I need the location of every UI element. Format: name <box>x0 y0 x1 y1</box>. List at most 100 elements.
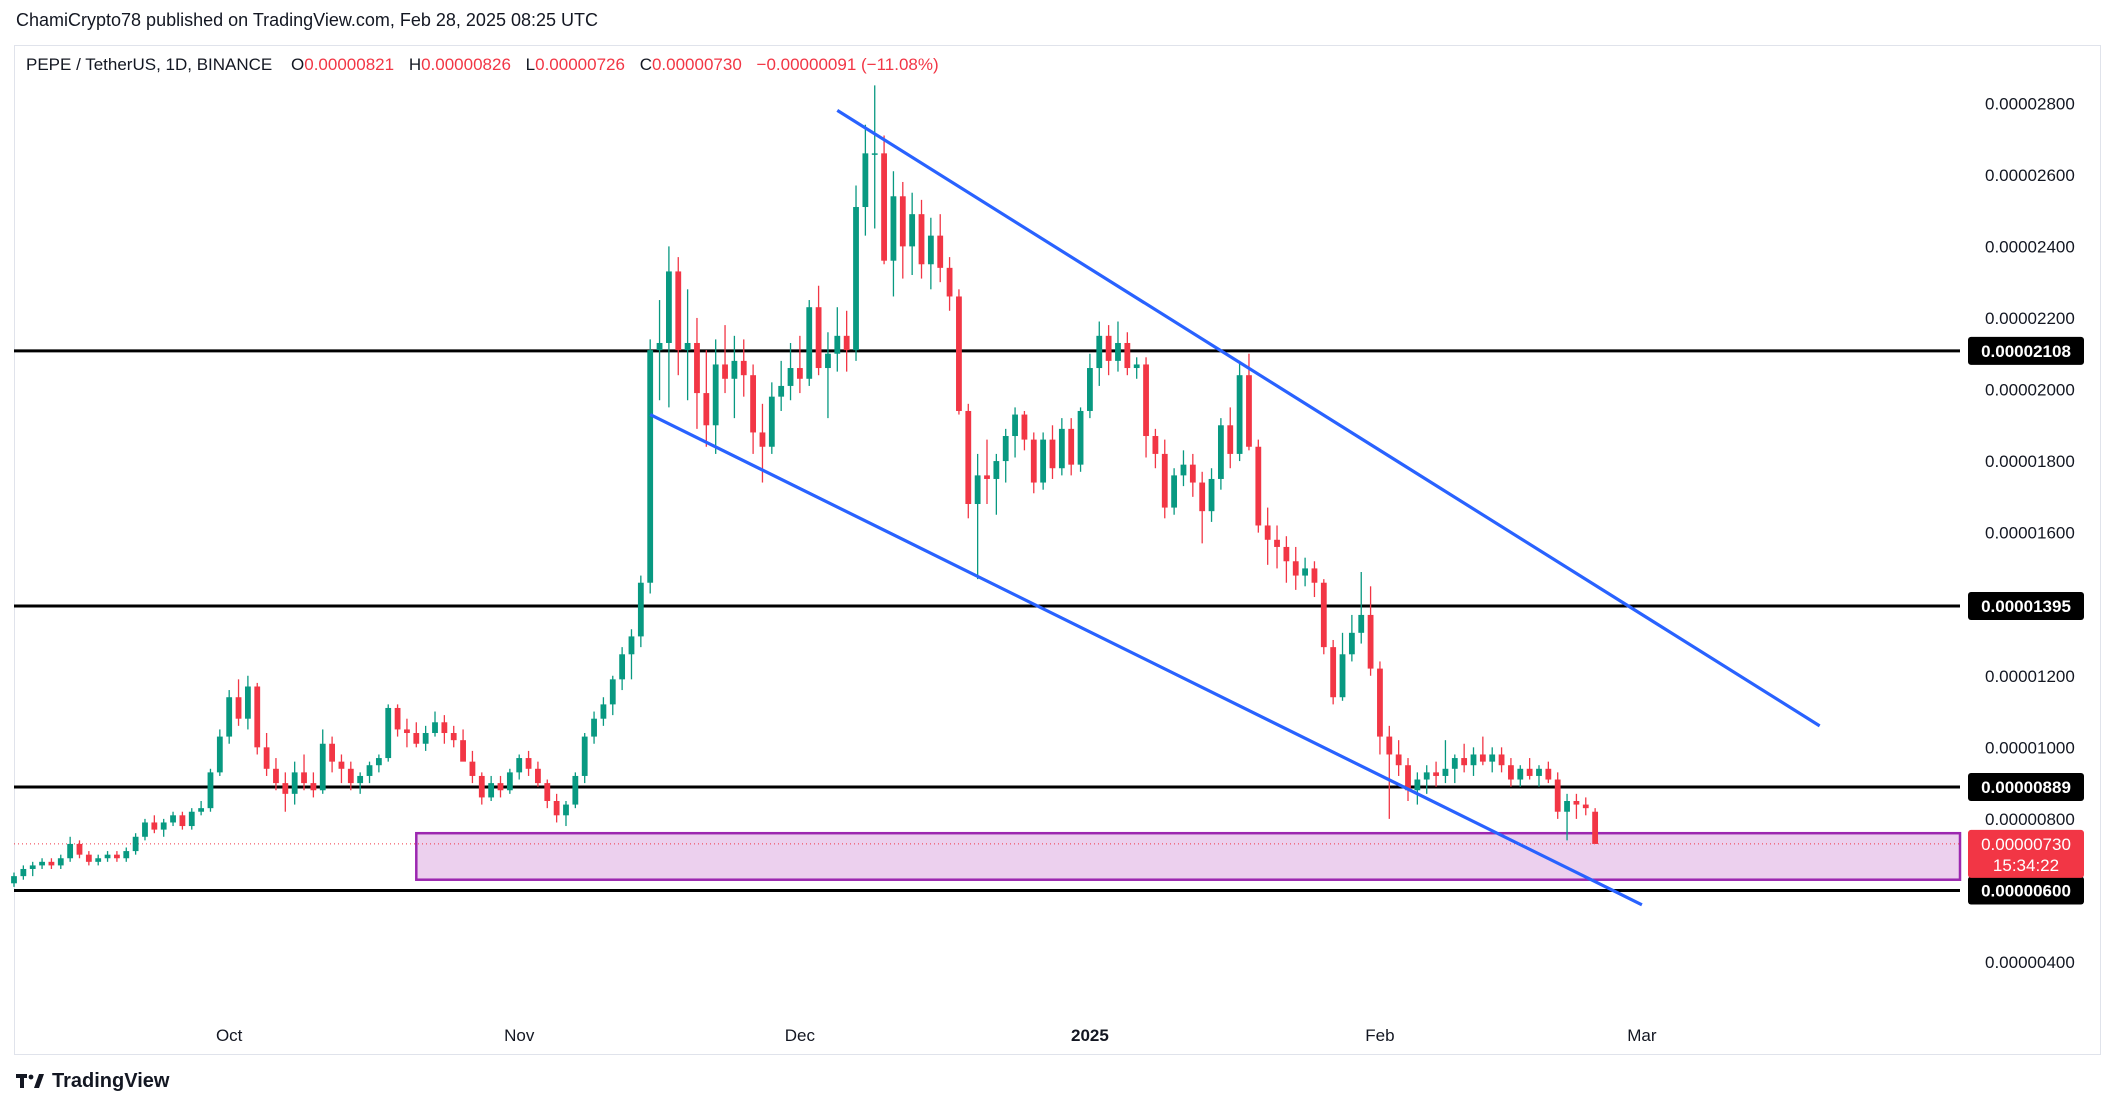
candle-body <box>1348 632 1355 655</box>
candle-body <box>881 153 887 261</box>
candle-body <box>76 843 83 855</box>
y-tick-label: 0.00002200 <box>1985 309 2075 328</box>
candle-body <box>198 808 205 812</box>
level-tag-label: 0.00002108 <box>1981 342 2071 361</box>
candle-body <box>469 761 476 776</box>
candle-body <box>591 718 597 737</box>
candle-body <box>535 768 541 784</box>
candle-body <box>946 267 953 297</box>
candle-body <box>825 353 831 369</box>
candle-body <box>1414 779 1421 791</box>
candle-body <box>768 396 775 447</box>
candle-body <box>1208 478 1215 512</box>
candle-body <box>132 836 139 852</box>
y-tick-label: 0.00001200 <box>1985 667 2075 686</box>
candle-body <box>1105 335 1112 361</box>
x-tick-label: Dec <box>785 1026 816 1045</box>
candle-body <box>853 207 859 351</box>
close-key: C <box>639 55 652 74</box>
candle-body <box>48 861 55 866</box>
level-tag-label: 0.00000889 <box>1981 778 2071 797</box>
candle-body <box>179 815 186 827</box>
level-tag <box>1968 591 2084 620</box>
candle-body <box>899 196 906 247</box>
candle-body <box>39 861 45 866</box>
candle-body <box>927 235 934 265</box>
candle-body <box>375 758 382 766</box>
candle-body <box>666 271 672 343</box>
candle-body <box>974 475 981 505</box>
candle-body <box>338 761 345 769</box>
candle-body <box>1227 425 1234 454</box>
tradingview-brand[interactable]: TradingView <box>16 1070 169 1093</box>
candle-body <box>394 707 401 730</box>
candle-body <box>1470 754 1477 766</box>
level-tag-label: 0.00000600 <box>1981 881 2071 900</box>
candle-body <box>1152 436 1159 454</box>
candle-body <box>1395 754 1402 766</box>
y-tick-label: 0.00001800 <box>1985 452 2075 471</box>
candle-body <box>684 342 691 351</box>
candle-body <box>1049 439 1056 469</box>
candle-body <box>357 775 364 784</box>
candle-body <box>890 196 897 261</box>
candle-body <box>1040 439 1047 483</box>
candle-body <box>1592 811 1599 844</box>
candle-body <box>1217 425 1224 479</box>
candle-body <box>815 307 822 369</box>
candle-body <box>1377 668 1383 737</box>
candle-body <box>11 876 17 884</box>
candle-body <box>1058 428 1065 469</box>
candle-body <box>1451 758 1458 769</box>
support-zone <box>415 831 1962 881</box>
candle-body <box>273 768 279 784</box>
candle-body <box>712 364 719 426</box>
candle-body <box>1283 546 1290 562</box>
candle-body <box>984 475 990 479</box>
candle-body <box>572 775 579 805</box>
candle-body <box>1386 736 1393 755</box>
candle-body <box>918 214 925 265</box>
symbol-label[interactable]: PEPE / TetherUS, 1D, BINANCE <box>26 55 273 74</box>
candle-body <box>1554 779 1561 812</box>
candle-body <box>956 296 962 411</box>
candle-body <box>1423 772 1430 780</box>
low-value: 0.00000726 <box>535 55 625 74</box>
candle-body <box>329 743 335 762</box>
low-key: L <box>525 55 536 74</box>
candle-body <box>497 783 504 791</box>
candle-body <box>675 271 682 351</box>
channel-lower-line <box>649 413 1643 907</box>
y-tick-label: 0.00000400 <box>1985 953 2075 972</box>
current-price-tag <box>1968 829 2084 878</box>
candle-body <box>263 747 270 769</box>
candle-body <box>142 822 148 837</box>
candle-body <box>450 733 457 741</box>
candle-body <box>160 822 167 830</box>
candle-body <box>834 335 841 354</box>
candle-body <box>516 758 523 773</box>
ohlc-legend: PEPE / TetherUS, 1D, BINANCE O0.00000821… <box>26 55 949 75</box>
y-tick-label: 0.00002800 <box>1985 94 2075 113</box>
candle-body <box>1077 410 1084 465</box>
candle-body <box>787 368 794 386</box>
candle-body <box>619 654 626 680</box>
candle-body <box>1087 368 1093 411</box>
candle-body <box>1302 568 1308 576</box>
candle-body <box>656 342 663 351</box>
candle-body <box>1433 772 1439 776</box>
candle-body <box>460 740 466 762</box>
candle-body <box>1143 364 1149 437</box>
candle-body <box>563 804 569 816</box>
candle-body <box>993 461 1000 479</box>
candle-body <box>1405 765 1411 791</box>
candle-body <box>366 765 373 776</box>
candle-body <box>1021 414 1028 440</box>
x-tick-label: Nov <box>504 1026 535 1045</box>
y-tick-label: 0.00001000 <box>1985 738 2075 757</box>
countdown-label: 15:34:22 <box>1993 856 2059 875</box>
candle-body <box>1292 561 1299 576</box>
candle-body <box>441 722 448 734</box>
candle-body <box>1536 768 1542 776</box>
